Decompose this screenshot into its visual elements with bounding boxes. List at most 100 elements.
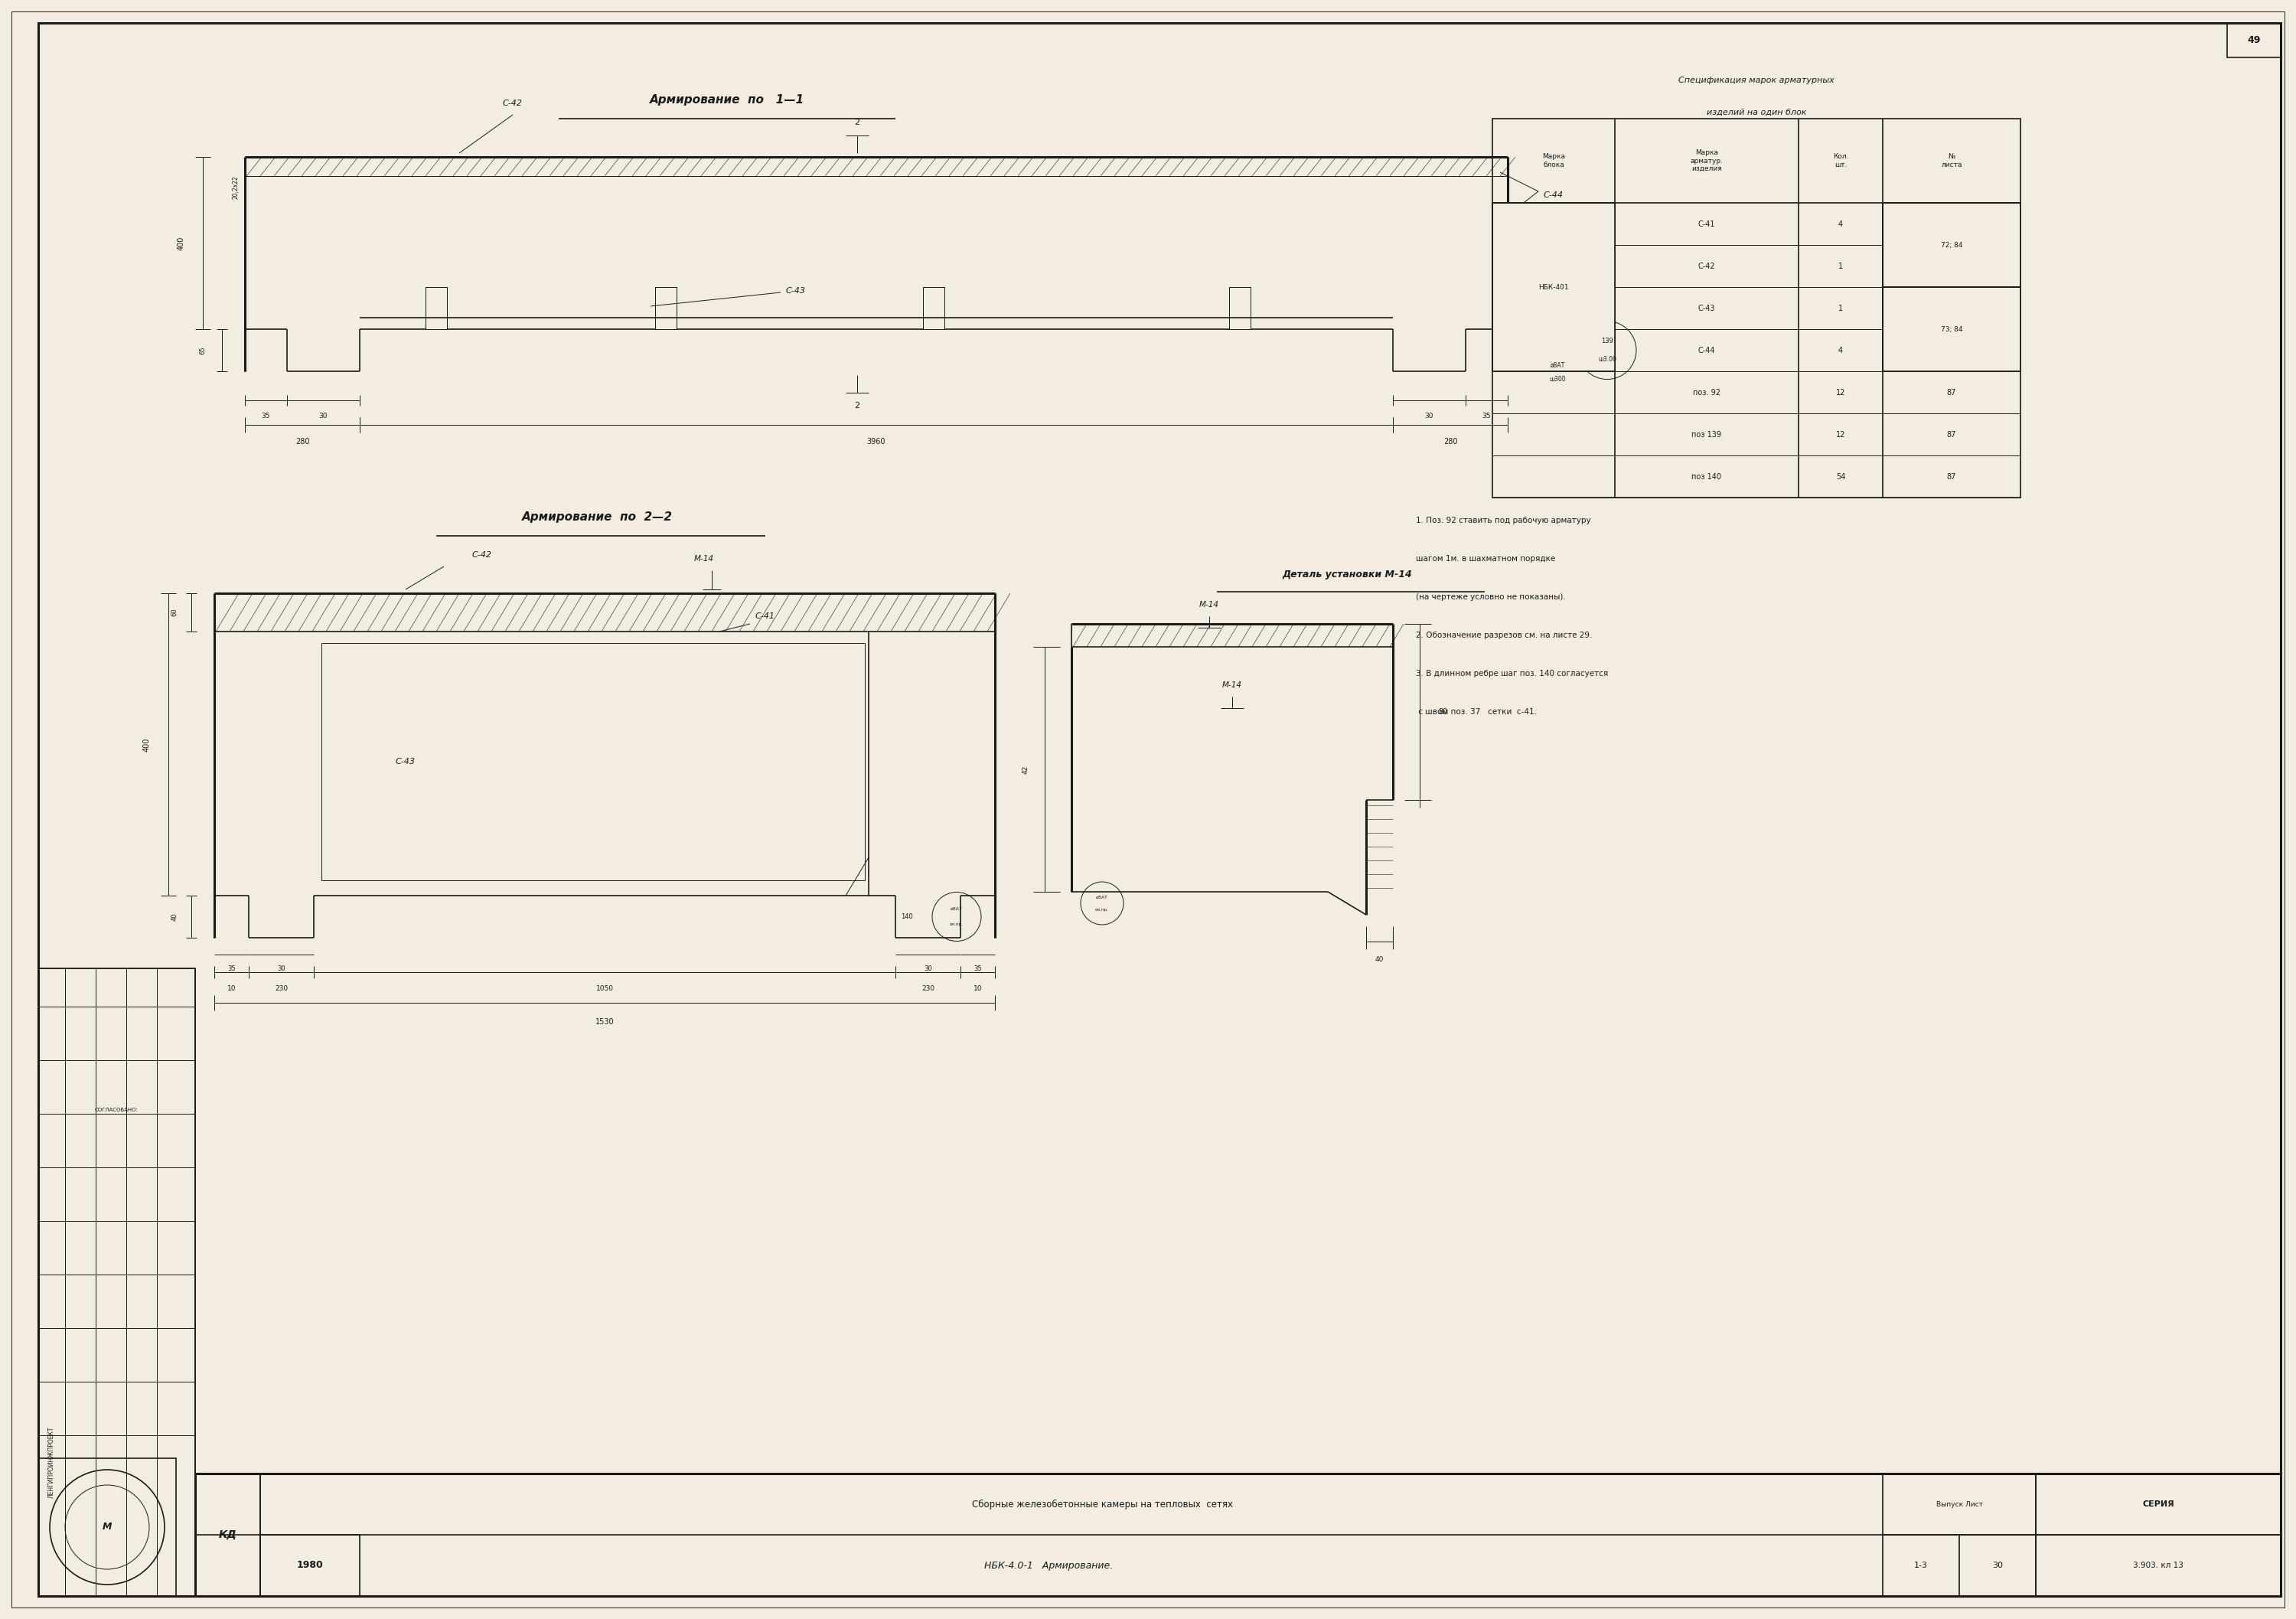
Text: поз. 92: поз. 92	[1692, 389, 1720, 397]
Text: ЛЕНГИПРОИНЖПРОЕКТ: ЛЕНГИПРОИНЖПРОЕКТ	[48, 1426, 55, 1498]
Text: 139: 139	[1600, 338, 1614, 345]
Text: С-41: С-41	[1699, 220, 1715, 228]
Text: 12: 12	[1837, 389, 1846, 397]
Text: 3. В длинном ребре шаг поз. 140 согласуется: 3. В длинном ребре шаг поз. 140 согласуе…	[1417, 670, 1607, 677]
Text: 3.903. кл 13: 3.903. кл 13	[2133, 1562, 2183, 1569]
Text: 2: 2	[854, 402, 861, 410]
Text: 72; 84: 72; 84	[1940, 241, 1963, 248]
Bar	[425, 287, 448, 329]
Text: ø8АТ: ø8АТ	[1095, 895, 1109, 899]
Text: (на чертеже условно не показаны).: (на чертеже условно не показаны).	[1417, 593, 1566, 601]
Text: С-44: С-44	[1699, 346, 1715, 355]
Text: 35: 35	[262, 413, 271, 419]
Text: 1: 1	[1839, 304, 1844, 312]
Text: поз 139: поз 139	[1692, 431, 1722, 439]
Text: Марка
блока: Марка блока	[1543, 154, 1566, 168]
Text: 12: 12	[1837, 431, 1846, 439]
Text: №
листа: № листа	[1940, 154, 1963, 168]
Text: 1-3: 1-3	[1915, 1562, 1929, 1569]
Text: 87: 87	[1947, 389, 1956, 397]
Bar	[1492, 118, 2020, 497]
Text: Армирование  по  2—2: Армирование по 2—2	[521, 512, 673, 523]
Text: С-43: С-43	[395, 758, 416, 766]
Text: С-41: С-41	[755, 612, 776, 620]
Text: 87: 87	[1947, 431, 1956, 439]
Text: 30: 30	[278, 965, 285, 971]
Text: 73; 84: 73; 84	[1940, 325, 1963, 332]
Text: 35: 35	[1483, 413, 1490, 419]
Bar	[654, 287, 677, 329]
Text: 54: 54	[1837, 473, 1846, 481]
Text: 1050: 1050	[597, 986, 613, 992]
Text: изделий на один блок: изделий на один блок	[1706, 108, 1807, 117]
Text: М: М	[103, 1522, 113, 1532]
Text: 280: 280	[1444, 437, 1458, 445]
Text: М-14: М-14	[1221, 682, 1242, 690]
Bar	[1228, 287, 1251, 329]
Text: С-43: С-43	[1699, 304, 1715, 312]
Text: 60: 60	[172, 609, 179, 617]
Text: Выпуск Лист: Выпуск Лист	[1936, 1501, 1981, 1507]
Text: ø8АТ: ø8АТ	[1550, 361, 1566, 369]
Text: шагом 1м. в шахматном порядке: шагом 1м. в шахматном порядке	[1417, 555, 1554, 563]
Bar	[2227, 23, 2280, 57]
Text: С-42: С-42	[1699, 262, 1715, 270]
Text: см.пр.: см.пр.	[1095, 908, 1109, 911]
Text: 40: 40	[172, 913, 179, 921]
Text: 87: 87	[1947, 473, 1956, 481]
Text: 20,2x22: 20,2x22	[232, 176, 239, 199]
Text: НБК-4.0-1   Армирование.: НБК-4.0-1 Армирование.	[985, 1561, 1114, 1570]
Text: 35: 35	[227, 965, 236, 971]
Text: Деталь установки М-14: Деталь установки М-14	[1281, 570, 1412, 580]
Bar	[1883, 202, 2020, 287]
Text: 3960: 3960	[868, 437, 886, 445]
Text: 10: 10	[227, 986, 236, 992]
Text: 35: 35	[974, 965, 983, 971]
Bar	[1492, 202, 1614, 371]
Text: ø8АТ: ø8АТ	[951, 907, 962, 911]
Bar	[1883, 287, 2020, 371]
Text: 140: 140	[900, 913, 914, 920]
Bar	[259, 1535, 360, 1596]
Text: С-42: С-42	[473, 550, 491, 559]
Text: 2. Обозначение разрезов см. на листе 29.: 2. Обозначение разрезов см. на листе 29.	[1417, 631, 1591, 640]
Bar	[39, 968, 195, 1596]
Text: 400: 400	[142, 737, 152, 751]
Text: СЕРИЯ: СЕРИЯ	[2142, 1501, 2174, 1507]
Text: 49: 49	[2248, 36, 2262, 45]
Bar	[923, 287, 944, 329]
Text: 2: 2	[854, 118, 861, 126]
Text: 65: 65	[200, 346, 207, 355]
Text: 40: 40	[1375, 955, 1384, 963]
Text: Сборные железобетонные камеры на тепловых  сетях: Сборные железобетонные камеры на тепловы…	[971, 1499, 1233, 1509]
Text: поз 140: поз 140	[1692, 473, 1722, 481]
Bar	[1883, 202, 2020, 287]
Text: Армирование  по   1—1: Армирование по 1—1	[650, 94, 804, 105]
Text: СОГЛАСОВАНО:: СОГЛАСОВАНО:	[94, 1107, 138, 1112]
Text: с швом поз. 37   сетки  с-41.: с швом поз. 37 сетки с-41.	[1417, 708, 1536, 716]
Bar	[39, 968, 195, 1328]
Bar	[2037, 1473, 2280, 1596]
Text: Кол.
шт.: Кол. шт.	[1832, 154, 1848, 168]
Text: 4: 4	[1839, 346, 1844, 355]
Text: 80: 80	[1437, 708, 1446, 716]
Text: 10: 10	[974, 986, 983, 992]
Bar	[39, 1459, 177, 1596]
Text: ш300: ш300	[1550, 376, 1566, 382]
Text: М-14: М-14	[693, 555, 714, 563]
Text: 30: 30	[923, 965, 932, 971]
Text: С-42: С-42	[503, 99, 523, 107]
Text: М-14: М-14	[1199, 601, 1219, 609]
Text: 30: 30	[1993, 1562, 2002, 1569]
Text: 230: 230	[276, 986, 287, 992]
Text: С-43: С-43	[785, 287, 806, 295]
Text: 4: 4	[1839, 220, 1844, 228]
Text: 1: 1	[1839, 262, 1844, 270]
Text: 280: 280	[296, 437, 310, 445]
Text: 42: 42	[1022, 766, 1029, 774]
Bar	[1883, 1473, 2037, 1596]
Text: 230: 230	[921, 986, 934, 992]
Bar	[1492, 202, 1614, 371]
Text: ш3.00: ш3.00	[1598, 356, 1616, 363]
Text: 1980: 1980	[296, 1561, 324, 1570]
